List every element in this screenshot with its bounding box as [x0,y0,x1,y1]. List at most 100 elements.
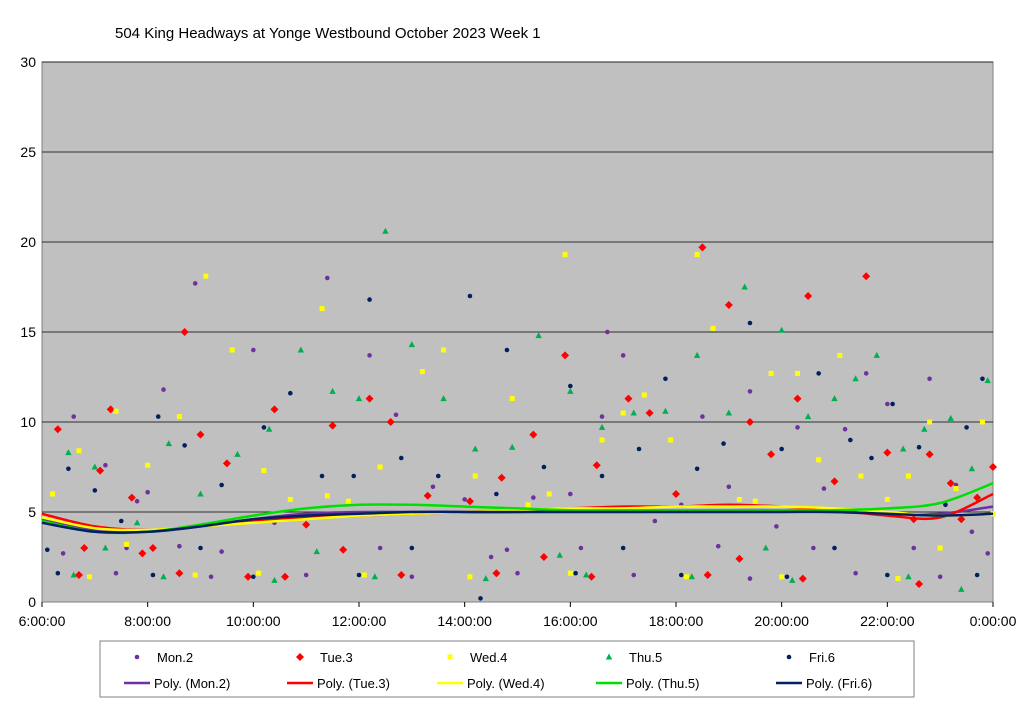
wed-4-point [145,462,151,468]
mon-2-point [853,570,858,576]
x-tick-label: 16:00:00 [543,613,598,629]
mon-2-point [515,570,520,576]
x-tick-label: 22:00:00 [860,613,915,629]
fri-6-point [55,570,61,576]
thu-5-point [160,573,167,580]
tue-3-point [973,493,982,502]
fri-6-point [568,383,573,389]
mon-2-point [747,389,753,394]
mon-2-point [325,275,330,281]
mon-2-point [134,498,140,504]
thu-5-point [947,414,954,421]
wed-4-point [377,464,383,470]
fri-6-point [155,414,161,419]
wed-4-point [287,496,293,502]
fri-6-point [784,574,790,580]
fri-6-point [721,441,726,446]
wed-4-point [736,496,742,502]
thu-5-point [778,326,785,333]
fri-6-point [694,466,700,472]
legend-label: Poly. (Thu.5) [626,676,699,691]
tue-3-point [222,459,231,468]
tue-3-point [724,301,733,309]
mon-2-point [795,425,800,430]
tue-3-point [148,544,157,552]
wed-4-point [710,325,716,331]
fri-6-point [219,482,224,488]
tue-3-point [423,491,432,500]
mon-2-point [219,549,224,554]
tue-3-point [302,520,311,529]
fri-6-point [92,488,98,493]
tue-3-point [672,490,680,498]
mon-2-point [747,576,753,581]
tue-3-point [465,497,474,506]
mon-2-point [620,353,626,358]
wed-4-point [858,473,864,479]
tue-3-point [698,243,707,252]
tue-3-point [587,572,596,581]
wed-4-point [562,252,568,258]
wed-4-point [113,408,119,414]
tue-3-point [270,405,279,414]
tue-3-point [497,473,506,482]
trendline-3 [41,482,994,535]
legend-marker-0 [134,654,140,660]
thu-5-point [165,440,172,447]
mon-2-point [409,574,415,580]
tue-3-point [529,430,538,439]
legend: Mon.2 Tue.3 Wed.4 Thu.5 Fri.6 Poly. (Mon.2) Po… [124,650,872,691]
wed-4-point [927,419,933,425]
wed-4-point [599,437,605,443]
mon-2-point [985,551,991,556]
wed-4-point [905,473,911,479]
wed-4-point [752,498,758,504]
thu-5-point [725,409,733,416]
fri-6-point [398,455,404,461]
mon-2-point [578,545,584,551]
x-tick-label: 18:00:00 [649,613,704,629]
tue-3-point [745,418,754,426]
tue-3-point [74,571,83,579]
mon-2-point [377,545,383,551]
fri-6-point [974,572,980,578]
fri-6-point [118,518,124,524]
wed-4-point [525,502,531,508]
tue-3-point [793,394,802,403]
tue-3-point [106,405,115,414]
tue-3-point [492,569,501,578]
mon-2-point [208,574,214,580]
mon-2-point [726,484,732,490]
tue-3-point [80,544,89,552]
thu-5-point [234,450,241,457]
mon-2-point [715,543,721,549]
fri-6-point [779,446,784,452]
fri-6-point [367,297,372,302]
wed-4-point [816,457,822,463]
chart-title: 504 King Headways at Yonge Westbound Oct… [115,25,541,42]
thu-5-point [297,346,305,353]
mon-2-point [367,353,372,358]
fri-6-point [980,376,985,382]
wed-4-point [87,574,93,580]
tue-3-point [915,580,924,588]
mon-2-point [821,486,827,491]
fri-6-point [409,545,415,551]
thu-5-point [899,445,907,452]
thu-5-point [355,395,363,402]
mon-2-point [863,371,869,376]
thu-5-point [271,576,278,583]
mon-2-point [969,529,975,535]
mon-2-point [71,414,76,419]
tue-3-point [175,569,184,578]
thu-5-point [70,571,77,578]
mon-2-point [605,329,610,335]
thu-5-point [102,544,109,551]
wed-4-point [361,572,367,578]
wed-4-point [641,392,647,398]
mon-2-point [568,491,573,497]
fri-6-point [747,320,753,326]
y-tick-label: 15 [20,324,36,340]
x-tick-label: 10:00:00 [226,613,281,629]
